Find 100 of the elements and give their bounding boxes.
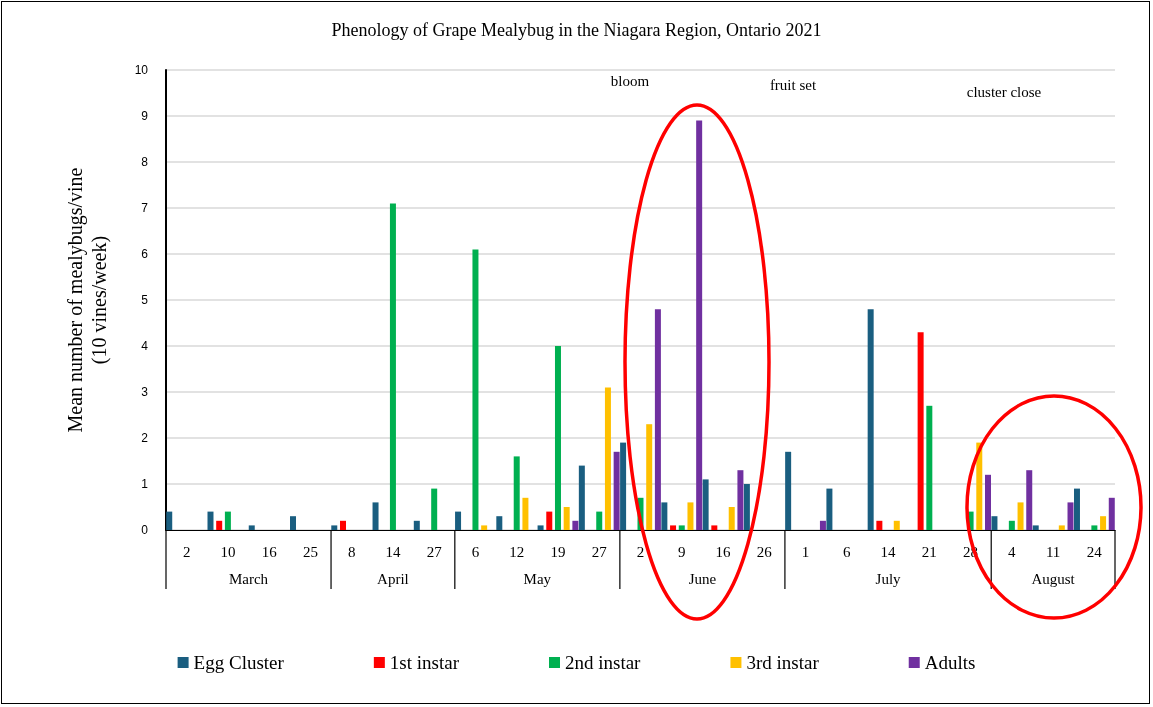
- bar: [248, 525, 255, 530]
- bar: [991, 516, 998, 530]
- bar: [1067, 502, 1074, 530]
- bar: [216, 520, 223, 530]
- bar: [737, 470, 744, 530]
- text: July: [875, 571, 902, 587]
- text: March: [228, 571, 269, 587]
- bar: [1017, 502, 1024, 530]
- bar: [537, 525, 544, 530]
- bar: [331, 525, 338, 530]
- bar: [207, 511, 214, 530]
- bar: [224, 511, 231, 530]
- x-tick-label: 8: [347, 543, 356, 560]
- x-tick-label: 24: [1086, 543, 1103, 560]
- bar: [687, 502, 694, 530]
- x-tick-label: 27: [426, 543, 443, 560]
- y-tick-label: 4: [141, 339, 149, 353]
- bar: [1058, 525, 1065, 530]
- bar: [1073, 488, 1080, 530]
- y-tick-label: 2: [141, 431, 149, 445]
- bar: [728, 507, 735, 530]
- legend-label: Adults: [924, 652, 976, 673]
- bar: [1091, 525, 1098, 530]
- bar: [661, 502, 668, 530]
- x-tick-label: 27: [591, 543, 608, 560]
- x-tick-label: 9: [678, 543, 686, 560]
- bar: [819, 520, 826, 530]
- bar: [646, 424, 653, 530]
- x-tick-label: 2: [182, 543, 191, 560]
- bar: [413, 520, 420, 530]
- x-tick-label: 6: [843, 543, 852, 560]
- bar: [472, 249, 479, 530]
- bar: [513, 456, 520, 530]
- annotation: bloom: [610, 73, 650, 89]
- bar: [893, 520, 900, 530]
- bar: [596, 511, 603, 530]
- bar: [496, 516, 503, 530]
- bar: [876, 520, 883, 530]
- bar: [785, 451, 792, 530]
- y-tick-label: 6: [141, 247, 149, 261]
- annotation: fruit set: [769, 77, 817, 93]
- bar: [604, 387, 611, 530]
- bar: [976, 442, 983, 530]
- y-tick-label: 1: [141, 477, 149, 491]
- x-tick-label: 2: [636, 543, 645, 560]
- text: June: [688, 571, 717, 587]
- legend-label: 3rd instar: [746, 652, 820, 673]
- bar: [613, 451, 620, 530]
- bar: [984, 474, 991, 530]
- bar: [1100, 516, 1107, 530]
- bar: [1108, 497, 1115, 530]
- y-tick-label: 7: [141, 201, 149, 215]
- y-tick-label: 10: [134, 63, 149, 77]
- text: April: [377, 571, 409, 587]
- bar: [917, 332, 924, 530]
- bar: [654, 309, 661, 530]
- bar: [290, 516, 297, 530]
- x-tick-label: 25: [302, 543, 318, 560]
- bar: [678, 525, 685, 530]
- bar: [1008, 520, 1015, 530]
- legend-label: 2nd instar: [564, 652, 642, 673]
- x-tick-label: 16: [715, 543, 732, 560]
- bar: [578, 465, 585, 530]
- x-tick-label: 16: [261, 543, 278, 560]
- x-tick-label: 21: [921, 543, 937, 560]
- x-tick-label: 26: [756, 543, 773, 560]
- chart-title: Phenology of Grape Mealybug in the Niagara Region, Ontario 2021: [331, 20, 822, 40]
- bar: [554, 346, 561, 530]
- bar: [743, 484, 750, 530]
- bar: [572, 520, 579, 530]
- y-tick-label: 8: [141, 155, 149, 169]
- bar: [546, 511, 553, 530]
- legend-label: Egg Cluster: [193, 652, 285, 673]
- y-tick-label: 0: [141, 523, 149, 537]
- bar: [702, 479, 709, 530]
- x-tick-label: 11: [1045, 543, 1061, 560]
- text: May: [523, 571, 552, 587]
- bar: [867, 309, 874, 530]
- bar: [455, 511, 462, 530]
- bar: [563, 507, 570, 530]
- text: August: [1031, 571, 1076, 587]
- bar: [696, 120, 703, 530]
- bar: [389, 203, 396, 530]
- bar: [1032, 525, 1039, 530]
- bar: [926, 405, 933, 530]
- bar: [431, 488, 438, 530]
- x-tick-label: 6: [471, 543, 480, 560]
- bar: [166, 511, 173, 530]
- y-axis-title: Mean number of mealybugs/vine (10 vines/week): [64, 167, 111, 433]
- bar: [522, 497, 529, 530]
- bar: [620, 442, 627, 530]
- bar: [826, 488, 833, 530]
- bar: [372, 502, 379, 530]
- legend-label: 1st instar: [389, 652, 460, 673]
- annotation: cluster close: [966, 84, 1042, 100]
- y-tick-label: 9: [141, 109, 149, 123]
- y-tick-label: 3: [141, 385, 149, 399]
- bar: [711, 525, 718, 530]
- bar: [670, 525, 677, 530]
- x-tick-label: 10: [220, 543, 236, 560]
